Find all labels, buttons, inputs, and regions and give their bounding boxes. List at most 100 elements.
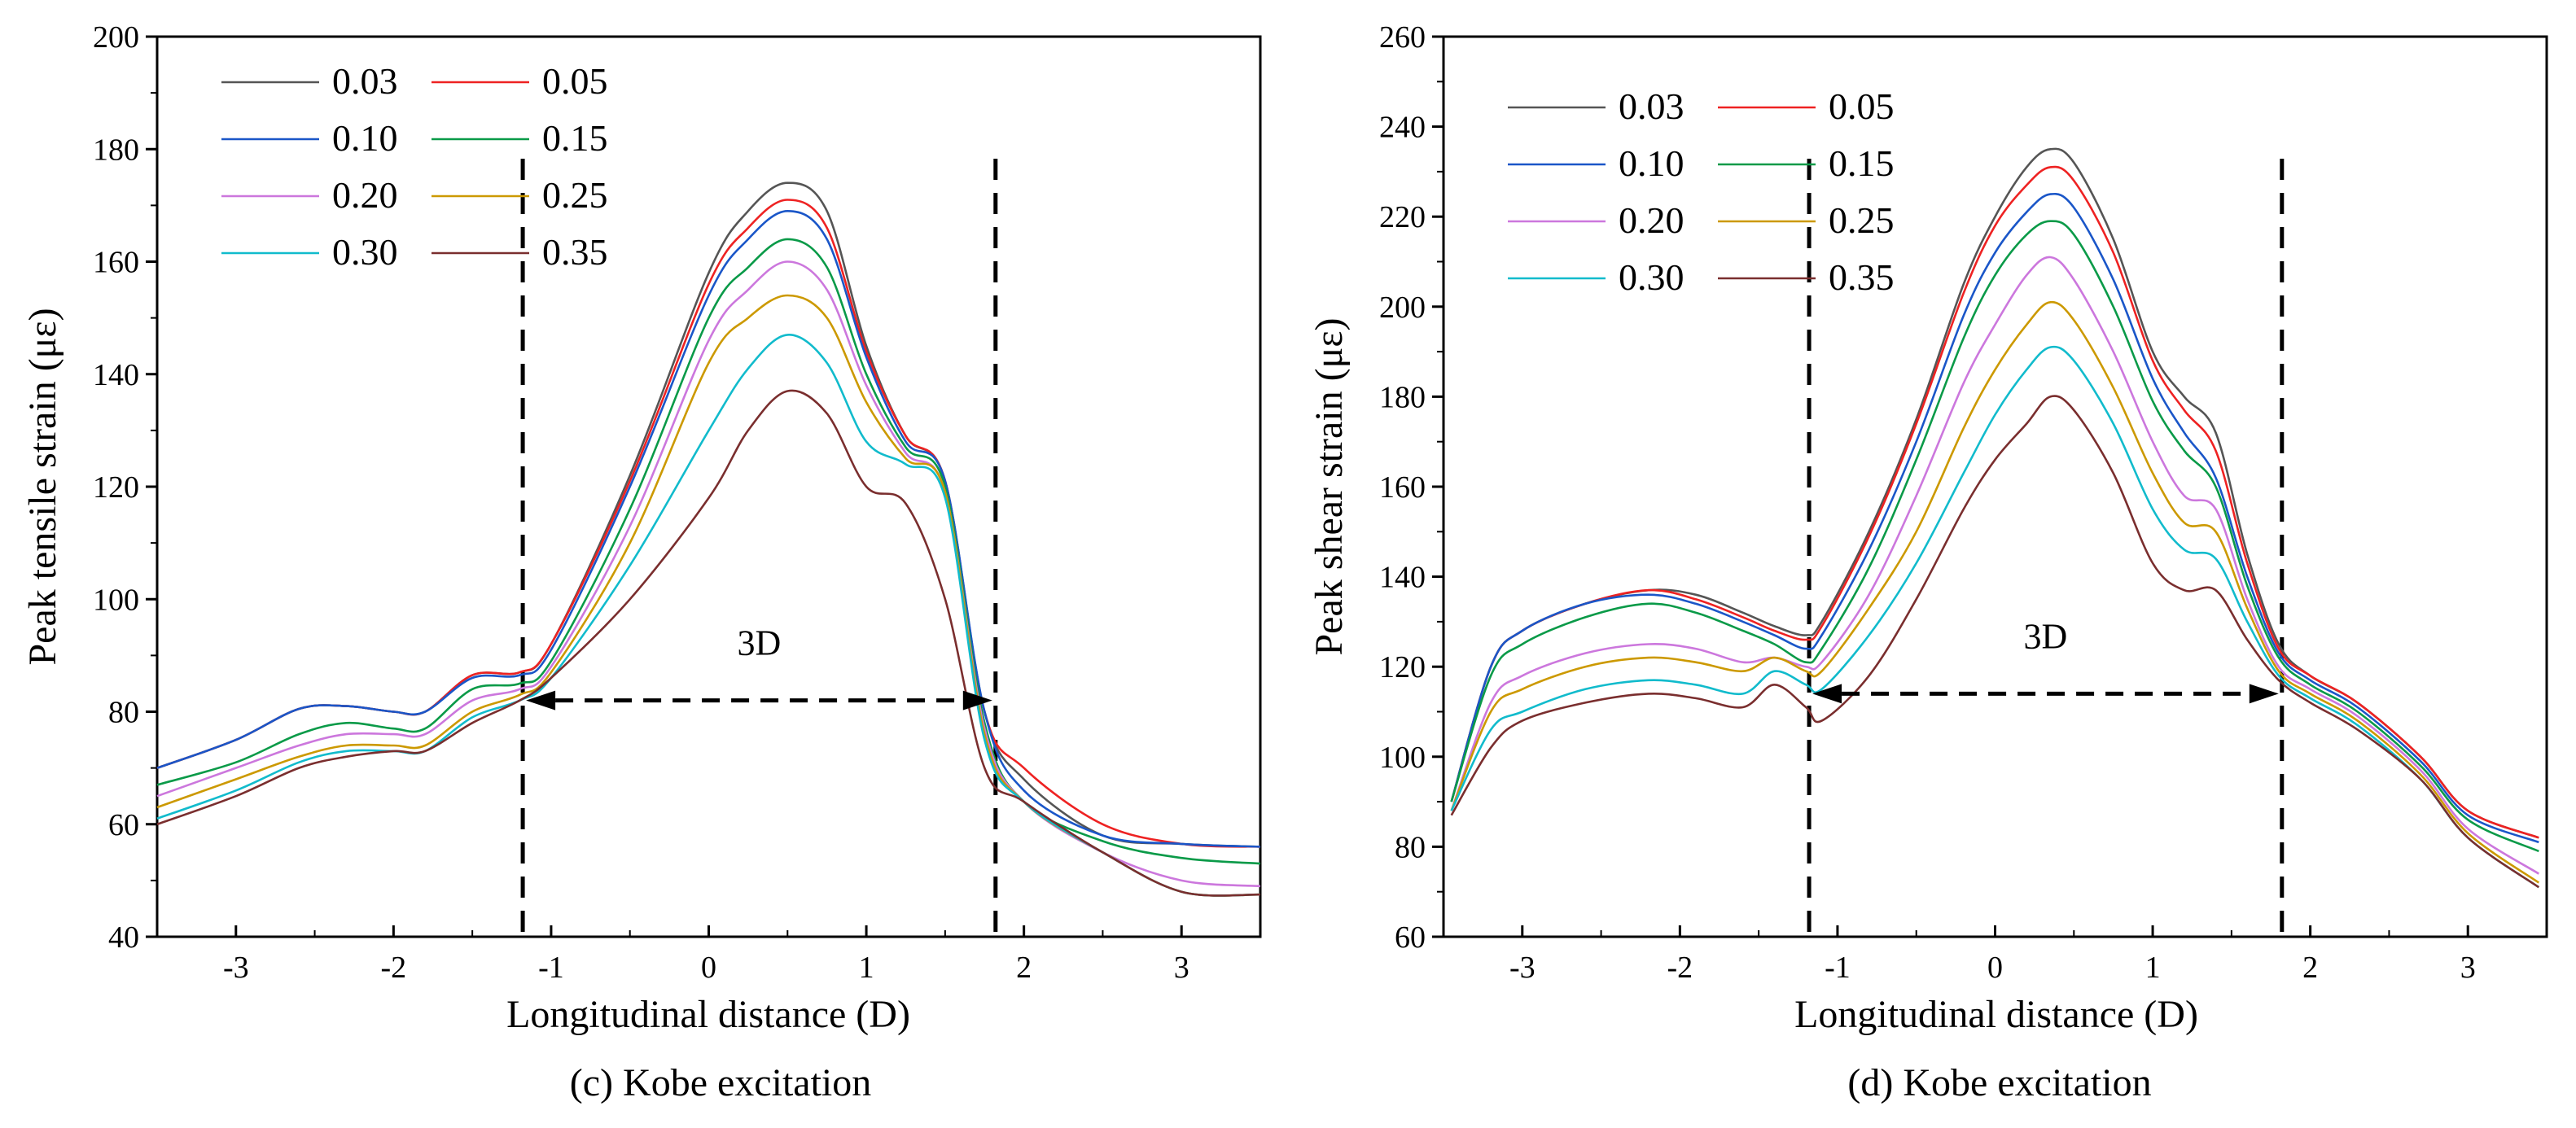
legend: 0.03 0.05 0.10 0.15 0.20 0.25 0.30 0.35 <box>1508 85 1895 298</box>
span-label: 3D <box>738 623 782 663</box>
y-tick-label: 220 <box>1379 200 1426 234</box>
chart-panel-c: 40 60 80 100 120 140 160 180 200 -3 -2 -1 0 1 2 3 3D 0.… <box>21 20 1262 1104</box>
span-arrow: 3D <box>1812 616 2279 704</box>
legend-label: 0.30 <box>1619 256 1684 298</box>
legend-label: 0.25 <box>1829 199 1895 241</box>
y-tick-label: 160 <box>1379 470 1426 505</box>
series-line-0.30 <box>156 334 1261 897</box>
x-tick-label: -2 <box>381 951 407 985</box>
chart-panel-d: 60 80 100 120 140 160 180 200 220 240 260 -3 -2 -1 0 1 2… <box>1308 20 2548 1104</box>
arrowhead-right <box>962 690 992 710</box>
series-line-0.25 <box>1450 300 2540 884</box>
x-axis-title: Longitudinal distance (D) <box>506 993 910 1036</box>
legend-item: 0.05 <box>1718 85 1895 127</box>
legend-item: 0.10 <box>221 117 398 159</box>
x-tick-label: -1 <box>1825 951 1851 985</box>
series-line-0.35 <box>1450 395 2540 889</box>
plot-frame <box>156 35 1262 938</box>
arrowhead-right <box>2249 684 2279 704</box>
x-tick-label: 0 <box>701 951 716 985</box>
series-lines <box>156 181 1261 897</box>
series-line-0.30 <box>1450 345 2540 889</box>
figure-caption: (c) Kobe excitation <box>570 1061 872 1104</box>
axis-ticks: 40 60 80 100 120 140 160 180 200 -3 -2 -1 0 1 2 3 <box>93 20 1261 985</box>
y-tick-label: 80 <box>108 696 139 730</box>
y-tick-label: 40 <box>108 920 139 955</box>
series-line-0.25 <box>156 294 1261 897</box>
y-tick-label: 160 <box>93 246 139 280</box>
legend-label: 0.10 <box>1619 142 1684 184</box>
legend-label: 0.20 <box>332 174 398 216</box>
legend-label: 0.03 <box>332 60 398 102</box>
y-tick-label: 180 <box>1379 380 1426 414</box>
legend-item: 0.20 <box>1508 199 1684 241</box>
legend-label: 0.15 <box>542 117 608 159</box>
x-tick-label: 2 <box>2302 951 2318 985</box>
legend-label: 0.20 <box>1619 199 1684 241</box>
legend-item: 0.03 <box>221 60 398 102</box>
y-tick-label: 100 <box>93 583 139 617</box>
y-tick-label: 80 <box>1395 830 1426 864</box>
legend-label: 0.35 <box>542 231 608 273</box>
legend-label: 0.10 <box>332 117 398 159</box>
y-tick-label: 100 <box>1379 741 1426 775</box>
legend-label: 0.25 <box>542 174 608 216</box>
series-line-0.10 <box>1450 192 2539 844</box>
y-tick-label: 120 <box>93 470 139 505</box>
y-tick-label: 240 <box>1379 111 1426 145</box>
y-tick-label: 120 <box>1379 650 1426 684</box>
legend-label: 0.30 <box>332 231 398 273</box>
span-arrow: 3D <box>526 623 992 710</box>
y-tick-label: 260 <box>1379 20 1426 55</box>
y-axis-title: Peak tensile strain (με) <box>21 308 64 665</box>
legend-item: 0.35 <box>1718 256 1895 298</box>
y-tick-label: 200 <box>93 20 139 55</box>
axis-ticks: 60 80 100 120 140 160 180 200 220 240 260 -3 -2 -1 0 1 2… <box>1379 20 2548 985</box>
legend-label: 0.15 <box>1829 142 1895 184</box>
x-tick-label: -3 <box>223 951 249 985</box>
series-line-0.10 <box>156 210 1261 848</box>
y-tick-label: 140 <box>1379 561 1426 595</box>
arrowhead-left <box>526 690 556 710</box>
legend-label: 0.05 <box>542 60 608 102</box>
arrowhead-left <box>1812 684 1842 704</box>
x-tick-label: -3 <box>1509 951 1536 985</box>
series-line-0.15 <box>156 238 1261 865</box>
legend-item: 0.30 <box>1508 256 1684 298</box>
y-tick-label: 200 <box>1379 291 1426 325</box>
legend-label: 0.03 <box>1619 85 1684 127</box>
series-line-0.35 <box>156 389 1261 897</box>
legend-item: 0.30 <box>221 231 398 273</box>
x-axis-title: Longitudinal distance (D) <box>1794 993 2198 1036</box>
legend-label: 0.05 <box>1829 85 1895 127</box>
x-tick-label: 3 <box>1174 951 1189 985</box>
x-tick-label: -1 <box>538 951 564 985</box>
legend: 0.03 0.05 0.10 0.15 0.20 0.25 0.30 0.35 <box>221 60 608 273</box>
series-line-0.15 <box>1450 220 2539 853</box>
series-line-0.20 <box>156 260 1261 888</box>
x-tick-label: 2 <box>1016 951 1032 985</box>
y-tick-label: 140 <box>93 358 139 392</box>
legend-item: 0.35 <box>432 231 608 273</box>
series-line-0.03 <box>1450 147 2539 839</box>
x-tick-label: 1 <box>859 951 874 985</box>
legend-item: 0.20 <box>221 174 398 216</box>
legend-item: 0.10 <box>1508 142 1684 184</box>
x-tick-label: 0 <box>1987 951 2003 985</box>
y-tick-label: 60 <box>1395 920 1426 955</box>
legend-item: 0.03 <box>1508 85 1684 127</box>
y-tick-label: 180 <box>93 133 139 167</box>
region-boundary-lines <box>520 159 998 937</box>
series-line-0.05 <box>1450 165 2539 839</box>
x-tick-label: -2 <box>1667 951 1693 985</box>
legend-item: 0.25 <box>1718 199 1895 241</box>
legend-item: 0.15 <box>1718 142 1895 184</box>
legend-item: 0.25 <box>432 174 608 216</box>
region-boundary-lines <box>1807 159 2285 937</box>
span-label: 3D <box>2024 616 2068 656</box>
series-line-0.20 <box>1450 256 2539 875</box>
legend-item: 0.05 <box>432 60 608 102</box>
x-tick-label: 1 <box>2145 951 2161 985</box>
figure-caption: (d) Kobe excitation <box>1847 1061 2151 1104</box>
